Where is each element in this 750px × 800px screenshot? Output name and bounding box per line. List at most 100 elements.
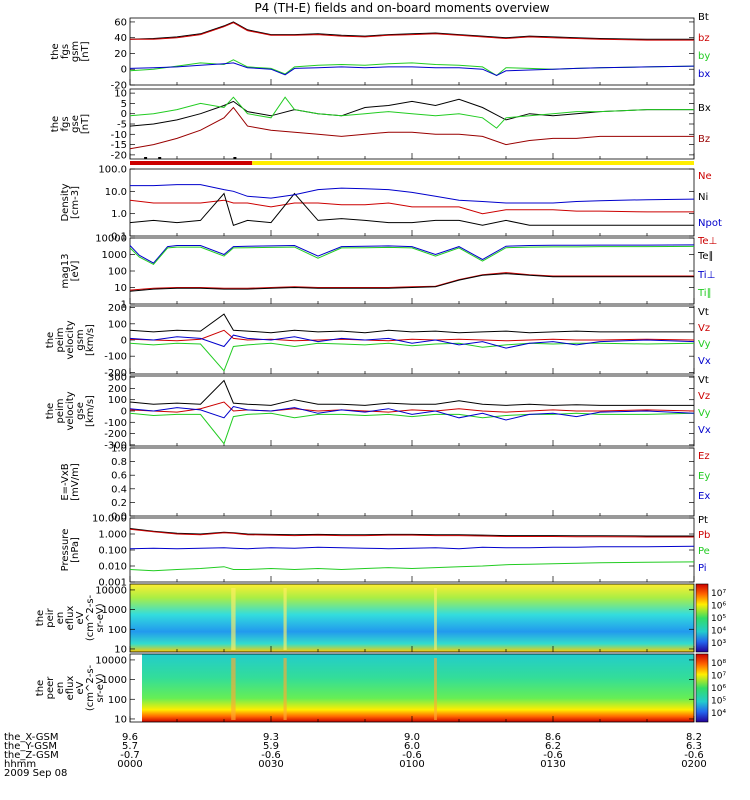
legend-entry: Ni bbox=[698, 192, 708, 203]
y-tick-label: 100.0 bbox=[98, 165, 127, 176]
y-tick-label: 1000 bbox=[102, 250, 127, 261]
y-axis-label: mag13[eV] bbox=[60, 254, 81, 289]
panel-frame bbox=[129, 88, 695, 160]
y-tick-label: 0.100 bbox=[98, 546, 127, 557]
y-tick-label: 0 bbox=[121, 407, 127, 418]
legend-entry: Pe bbox=[698, 546, 710, 557]
panel-frame bbox=[129, 168, 695, 237]
y-tick-label: -200 bbox=[104, 368, 127, 379]
series-line-bz bbox=[130, 22, 694, 41]
x-tick-label: 6.2 bbox=[545, 741, 561, 752]
legend-entry: Te⊥ bbox=[697, 236, 717, 247]
x-tick-label: -0.6 bbox=[402, 750, 422, 761]
y-tick-label: 10 bbox=[114, 283, 127, 294]
series-line-Vx bbox=[129, 405, 695, 421]
legend-entry: by bbox=[698, 51, 710, 62]
series-line-Bz bbox=[129, 106, 694, 150]
x-tick-label: 6.3 bbox=[686, 741, 702, 752]
series-line-Vt bbox=[129, 379, 694, 406]
y-tick-label: 100 bbox=[108, 319, 127, 330]
y-tick-label: 10000 bbox=[95, 234, 127, 245]
y-tick-label: 1.0 bbox=[111, 209, 127, 220]
y-tick-label: 100 bbox=[108, 395, 127, 406]
x-tick-label: -0.7 bbox=[120, 750, 140, 761]
mode-bar-fast bbox=[130, 161, 253, 165]
y-tick-label: 5 bbox=[121, 99, 127, 110]
x-tick-label: 0030 bbox=[258, 759, 283, 770]
colorbar-tick-label: 10⁸ bbox=[711, 659, 726, 669]
y-tick-label: -20 bbox=[111, 81, 127, 92]
legend-entry: Vz bbox=[698, 391, 710, 402]
legend-entry: bx bbox=[698, 69, 710, 80]
y-axis-label: thepeirenefluxeV(cm^2-s-sr-eV) bbox=[35, 594, 106, 641]
y-tick-label: -5 bbox=[117, 120, 127, 131]
y-tick-label: 200 bbox=[108, 303, 127, 314]
y-tick-label: 1 bbox=[121, 300, 127, 311]
series-line-Te∥ bbox=[129, 273, 694, 292]
colorbar-tick-label: 10⁷ bbox=[711, 589, 726, 599]
x-tick-label: 5.9 bbox=[263, 741, 279, 752]
y-axis-label: thefgsgse[nT] bbox=[50, 114, 91, 134]
y-tick-label: 10000 bbox=[95, 655, 127, 666]
x-axis-labels: the_X-GSM 9.6 9.3 9.0 8.6 8.2 the_Y-GSM 5.7 5.9 6… bbox=[4, 732, 707, 770]
legend-entry: Vy bbox=[698, 339, 711, 350]
spectrogram-feature bbox=[283, 588, 287, 650]
legend-entry: Pi bbox=[698, 563, 707, 574]
y-axis-label: thefgsgsm[nT] bbox=[50, 41, 91, 62]
y-tick-label: 10 bbox=[114, 89, 127, 100]
legend-entry: Ti∥ bbox=[697, 288, 712, 299]
x-tick-label: 6.0 bbox=[404, 741, 420, 752]
y-axis-label: thepeimvelocitygse[km/s] bbox=[45, 391, 96, 430]
colorbar bbox=[695, 653, 709, 723]
legend-entry: Ey bbox=[698, 471, 710, 482]
panels: 6040200-20thefgsgsm[nT]Btbzbybx1050-5-10… bbox=[35, 12, 726, 725]
series-line-Vz bbox=[129, 329, 695, 342]
series-line-Npot bbox=[130, 184, 695, 204]
series-line-Vz bbox=[129, 401, 695, 413]
legend-entry: Vy bbox=[698, 408, 711, 419]
y-tick-label: 300 bbox=[108, 373, 127, 384]
spectrogram-feature bbox=[231, 588, 236, 650]
legend-entry: Pb bbox=[698, 530, 710, 541]
series-line-Bt bbox=[129, 21, 694, 40]
y-tick-label: 20 bbox=[114, 49, 127, 60]
series-line-Bx bbox=[129, 98, 694, 127]
x-axis-row-label: the_Y-GSM bbox=[4, 741, 57, 752]
x-tick-label: 9.0 bbox=[404, 732, 420, 743]
colorbar-tick-label: 10⁶ bbox=[711, 684, 726, 694]
x-axis-row-label: hhmm bbox=[4, 759, 36, 770]
y-tick-label: 40 bbox=[114, 33, 127, 44]
y-tick-label: 100 bbox=[108, 695, 127, 706]
series-line-Ni bbox=[129, 192, 694, 226]
legend-entry: Pt bbox=[698, 515, 708, 526]
y-tick-label: -15 bbox=[111, 140, 127, 151]
y-tick-label: 0.2 bbox=[111, 498, 127, 509]
y-tick-label: 1000 bbox=[102, 675, 127, 686]
series-line-Vy bbox=[129, 342, 695, 372]
y-tick-label: 0.8 bbox=[111, 457, 127, 468]
legend-entry: Npot bbox=[698, 218, 722, 229]
y-tick-label: 10.000 bbox=[92, 514, 127, 525]
series-line-Ne bbox=[129, 199, 694, 215]
mode-bar-marker bbox=[233, 157, 237, 159]
y-tick-label: 10 bbox=[114, 644, 127, 655]
y-tick-label: 100 bbox=[108, 625, 127, 636]
panel-peim_velocity_gsm: 200 100 0 -100 -200 thepeimvelocitygsm[km/s] V… bbox=[45, 303, 711, 379]
legend-entry: bz bbox=[698, 33, 710, 44]
x-tick-label: -0.6 bbox=[261, 750, 281, 761]
legend-entry: Bx bbox=[698, 103, 711, 114]
spectrogram-image bbox=[130, 584, 694, 652]
colorbar-tick-label: 10⁵ bbox=[711, 697, 726, 707]
series-line-Pi bbox=[129, 545, 695, 550]
series-line-Vy bbox=[129, 412, 695, 445]
x-tick-label: 0200 bbox=[681, 759, 706, 770]
y-axis-label: thepeimvelocitygsm[km/s] bbox=[45, 320, 96, 359]
y-axis-label: thepeerenefluxeV(cm^2-s-sr-eV) bbox=[35, 664, 106, 711]
date-label: 2009 Sep 08 bbox=[4, 768, 67, 779]
legend-entry: Te∥ bbox=[697, 251, 714, 262]
colorbar-tick-label: 10⁶ bbox=[711, 602, 726, 612]
x-tick-label: 8.2 bbox=[686, 732, 702, 743]
colorbar-tick-label: 10⁴ bbox=[711, 627, 726, 637]
panel-temperature: 10000 1000 100 10 1 mag13[eV] Te⊥ Te∥ Ti⊥ Ti∥ bbox=[60, 234, 717, 311]
